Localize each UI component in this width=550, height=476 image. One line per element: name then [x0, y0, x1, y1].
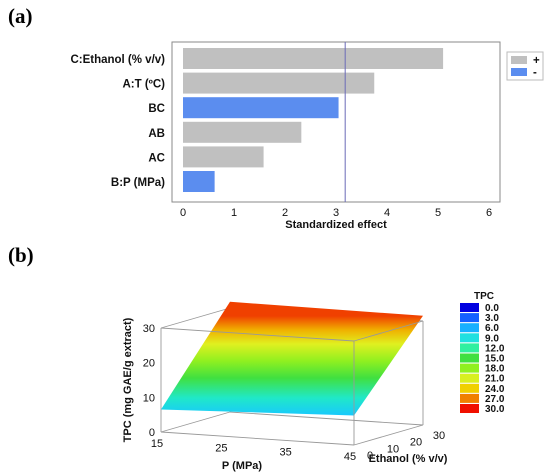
surface-box-edge [160, 307, 231, 329]
colorbar-level-label: 21.0 [485, 374, 505, 385]
colorbar-level-label: 18.0 [485, 364, 505, 375]
pareto-bar [183, 48, 444, 69]
pareto-bar [183, 121, 302, 143]
surface-p-tick: 15 [151, 438, 163, 450]
surface-ethanol-tick: 10 [387, 443, 399, 455]
pareto-legend-label: - [533, 67, 537, 79]
surface-box-front [160, 320, 424, 445]
pareto-chart: C:Ethanol (% v/v) A:T (ºC) BC AB AC B:P (MPa)… [70, 41, 544, 231]
surface-p-tick: 45 [344, 451, 356, 463]
surface-chart: 15 25 35 45 0 10 20 30 0 10 20 30 P (MPa) Ethanol… [122, 291, 505, 472]
pareto-legend-swatch [511, 56, 527, 64]
colorbar-swatch [460, 363, 479, 373]
surface-box-edge [160, 327, 355, 342]
pareto-x-tick: 0 [180, 207, 186, 219]
surface-tpc-tick: 30 [143, 323, 155, 335]
pareto-bars [183, 48, 444, 192]
pareto-x-tick: 6 [486, 207, 492, 219]
pareto-legend: +- [506, 51, 544, 81]
surface-box-edge [160, 431, 355, 446]
pareto-x-tick: 2 [282, 207, 288, 219]
colorbar-level-label: 3.0 [485, 313, 499, 324]
surface-ethanol-tick: 20 [410, 437, 422, 449]
pareto-category-label: AB [148, 128, 165, 140]
pareto-category-labels: C:Ethanol (% v/v) A:T (ºC) BC AB AC B:P (MPa) [70, 54, 165, 189]
colorbar-title: TPC [474, 291, 494, 302]
colorbar-level-label: 0.0 [485, 303, 499, 314]
pareto-x-tick: 4 [384, 207, 390, 219]
colorbar-level-label: 12.0 [485, 343, 505, 354]
surface-tpc-tick: 0 [149, 427, 155, 439]
pareto-bar [183, 97, 339, 119]
panel-b-label: (b) [8, 243, 34, 267]
panel-a-label: (a) [8, 4, 33, 28]
colorbar-swatch [460, 343, 479, 353]
pareto-legend-label: + [533, 55, 540, 67]
pareto-x-tick: 5 [435, 207, 441, 219]
pareto-bar [183, 146, 264, 168]
surface-p-ticks: 15 25 35 45 [151, 438, 356, 463]
colorbar-swatch [460, 333, 479, 343]
colorbar-swatch [460, 373, 479, 383]
colorbar-level-label: 24.0 [485, 384, 505, 395]
colorbar-swatch [460, 393, 479, 403]
colorbar-swatch [460, 383, 479, 393]
surface-ethanol-ticks: 0 10 20 30 [367, 430, 445, 462]
colorbar-swatch [460, 303, 479, 312]
pareto-x-tick: 3 [333, 207, 339, 219]
surface-tpc-tick: 20 [143, 358, 155, 370]
surface-ethanol-tick: 0 [367, 450, 373, 462]
surface-y-axis-label: Ethanol (% v/v) [369, 453, 448, 465]
colorbar-level-label: 27.0 [485, 394, 505, 405]
colorbar-swatch [460, 323, 479, 333]
surface-tpc-ticks: 0 10 20 30 [143, 323, 155, 439]
pareto-category-label: BC [148, 103, 165, 115]
pareto-category-label: AC [148, 152, 165, 164]
pareto-category-label: C:Ethanol (% v/v) [70, 54, 165, 66]
colorbar-level-label: 9.0 [485, 333, 499, 344]
surface-box-edge [229, 411, 424, 426]
colorbar-legend: TPC 0.03.06.09.012.015.018.021.024.027.0… [460, 291, 505, 415]
surface-box-edge [353, 320, 424, 342]
colorbar-swatch [460, 404, 479, 413]
colorbar-level-label: 15.0 [485, 354, 505, 365]
pareto-x-tick: 1 [231, 207, 237, 219]
pareto-x-ticks: 0 1 2 3 4 5 6 [180, 207, 492, 219]
surface-ethanol-tick: 30 [433, 430, 445, 442]
colorbar-level-label: 6.0 [485, 323, 499, 334]
colorbar-level-label: 30.0 [485, 404, 505, 415]
surface-z-axis-label: TPC (mg GAE/g extract) [122, 317, 134, 442]
pareto-bar [183, 72, 375, 94]
response-surface [161, 301, 423, 416]
pareto-category-label: B:P (MPa) [111, 177, 165, 189]
surface-box-edge [353, 424, 424, 446]
surface-tpc-tick: 10 [143, 392, 155, 404]
colorbar-swatch [460, 313, 479, 323]
pareto-x-axis-label: Standardized effect [285, 219, 387, 231]
pareto-category-label: A:T (ºC) [122, 79, 165, 91]
surface-p-tick: 35 [280, 447, 292, 459]
surface-x-axis-label: P (MPa) [222, 460, 262, 472]
surface-p-tick: 25 [215, 442, 227, 454]
pareto-bar [183, 171, 215, 192]
surface-box-edge [160, 411, 231, 433]
pareto-legend-swatch [511, 68, 527, 76]
colorbar-swatch [460, 353, 479, 363]
